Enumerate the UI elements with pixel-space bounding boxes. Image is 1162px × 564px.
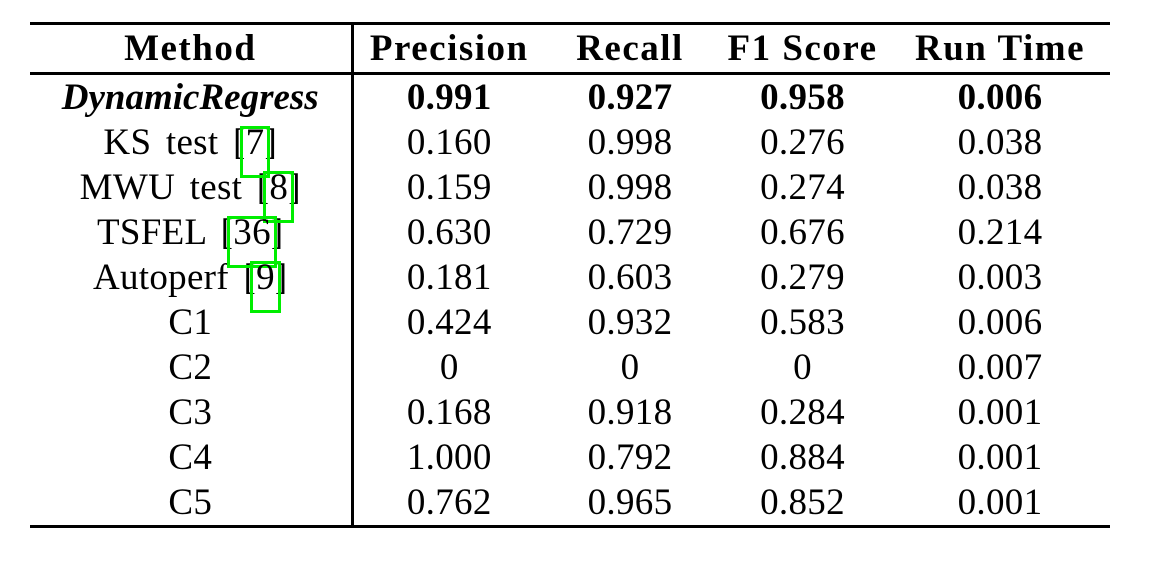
method-label: TSFEL [: [97, 212, 234, 253]
method-cell: DynamicRegress: [30, 73, 354, 120]
value-cell-f1-score: 0.884: [760, 437, 845, 478]
value-cell-f1-score: 0.284: [760, 392, 845, 433]
value-cell-run-time: 0.007: [957, 347, 1043, 388]
citation-ref[interactable]: 36: [227, 212, 277, 268]
value-cell-run-time: 0.006: [957, 302, 1043, 343]
citation-ref[interactable]: 7: [239, 122, 271, 178]
method-label: Autoperf [: [92, 257, 257, 298]
value-cell-precision: 0.168: [406, 392, 492, 433]
value-cell-f1-score: 0.279: [760, 257, 845, 298]
table-row: C5 0.762 0.965 0.852 0.001: [30, 480, 1110, 527]
method-label: C5: [168, 482, 213, 523]
value-cell-run-time: 0.001: [957, 437, 1043, 478]
value-cell-f1-score: 0: [793, 347, 812, 388]
value-cell-run-time: 0.038: [957, 167, 1043, 208]
value-cell-precision: 0.160: [406, 122, 492, 163]
col-header-run-time: Run Time: [890, 23, 1110, 75]
method-cell: C1: [30, 300, 354, 345]
col-header-f1-score: F1 Score: [715, 23, 890, 75]
table-row: C4 1.000 0.792 0.884 0.001: [30, 435, 1110, 480]
table-row: MWU test [8] 0.159 0.998 0.274 0.038: [30, 165, 1110, 223]
method-cell: C4: [30, 435, 354, 480]
value-cell-precision: 0.991: [406, 77, 492, 118]
citation-ref[interactable]: 9: [250, 257, 281, 313]
method-cell: C5: [30, 480, 354, 527]
value-cell-precision: 1.000: [406, 437, 492, 478]
table-row: DynamicRegress 0.991 0.927 0.958 0.006: [30, 73, 1110, 120]
value-cell-precision: 0.159: [406, 167, 492, 208]
value-cell-recall: 0.998: [587, 167, 673, 208]
value-cell-recall: 0.918: [587, 392, 673, 433]
value-cell-recall: 0.729: [587, 212, 673, 253]
value-cell-precision: 0.762: [406, 482, 492, 523]
value-cell-recall: 0.965: [587, 482, 673, 523]
value-cell-recall: 0.998: [587, 122, 673, 163]
method-label: DynamicRegress: [61, 77, 319, 118]
value-cell-run-time: 0.214: [957, 212, 1043, 253]
value-cell-run-time: 0.001: [957, 482, 1043, 523]
value-cell-f1-score: 0.583: [760, 302, 845, 343]
col-header-method: Method: [30, 23, 354, 75]
value-cell-run-time: 0.038: [957, 122, 1043, 163]
table-row: Autoperf [9] 0.181 0.603 0.279 0.003: [30, 255, 1110, 313]
method-label: C3: [168, 392, 213, 433]
table-body: DynamicRegress 0.991 0.927 0.958 0.006 K…: [30, 73, 1110, 527]
method-cell: KS test [7]: [30, 120, 354, 178]
paper-results-table-region: Method Precision Recall F1 Score Run Tim…: [30, 22, 1110, 528]
method-label: C1: [168, 302, 213, 343]
table-row: C1 0.424 0.932 0.583 0.006: [30, 300, 1110, 345]
value-cell-f1-score: 0.274: [760, 167, 845, 208]
value-cell-f1-score: 0.276: [760, 122, 845, 163]
value-cell-f1-score: 0.676: [760, 212, 845, 253]
value-cell-precision: 0: [439, 347, 459, 388]
value-cell-recall: 0: [620, 347, 640, 388]
method-label-end: ]: [264, 122, 278, 163]
value-cell-recall: 0.932: [587, 302, 673, 343]
value-cell-run-time: 0.003: [957, 257, 1043, 298]
method-cell: C3: [30, 390, 354, 435]
method-cell: MWU test [8]: [30, 165, 354, 223]
results-table: Method Precision Recall F1 Score Run Tim…: [30, 22, 1110, 528]
value-cell-run-time: 0.006: [957, 77, 1043, 118]
citation-ref[interactable]: 8: [263, 167, 294, 223]
col-header-recall: Recall: [545, 23, 715, 75]
method-label-end: ]: [288, 167, 301, 208]
value-cell-precision: 0.181: [406, 257, 492, 298]
value-cell-recall: 0.603: [587, 257, 673, 298]
value-cell-recall: 0.927: [587, 77, 673, 118]
method-cell: TSFEL [36]: [30, 210, 354, 268]
value-cell-f1-score: 0.958: [760, 77, 845, 118]
method-label: MWU test [: [79, 167, 270, 208]
method-cell: Autoperf [9]: [30, 255, 354, 313]
value-cell-precision: 0.630: [406, 212, 492, 253]
method-cell: C2: [30, 345, 354, 390]
table-row: C2 0 0 0 0.007: [30, 345, 1110, 390]
value-cell-run-time: 0.001: [957, 392, 1043, 433]
method-label-end: ]: [274, 257, 288, 298]
method-label: KS test [: [103, 122, 246, 163]
method-label: C4: [168, 437, 213, 478]
method-label-end: ]: [270, 212, 284, 253]
value-cell-f1-score: 0.852: [760, 482, 845, 523]
value-cell-recall: 0.792: [587, 437, 673, 478]
value-cell-precision: 0.424: [406, 302, 492, 343]
table-row: C3 0.168 0.918 0.284 0.001: [30, 390, 1110, 435]
table-row: TSFEL [36] 0.630 0.729 0.676 0.214: [30, 210, 1110, 268]
table-row: KS test [7] 0.160 0.998 0.276 0.038: [30, 120, 1110, 178]
header-row: Method Precision Recall F1 Score Run Tim…: [30, 23, 1110, 75]
col-header-precision: Precision: [352, 23, 545, 75]
method-label: C2: [168, 347, 213, 388]
